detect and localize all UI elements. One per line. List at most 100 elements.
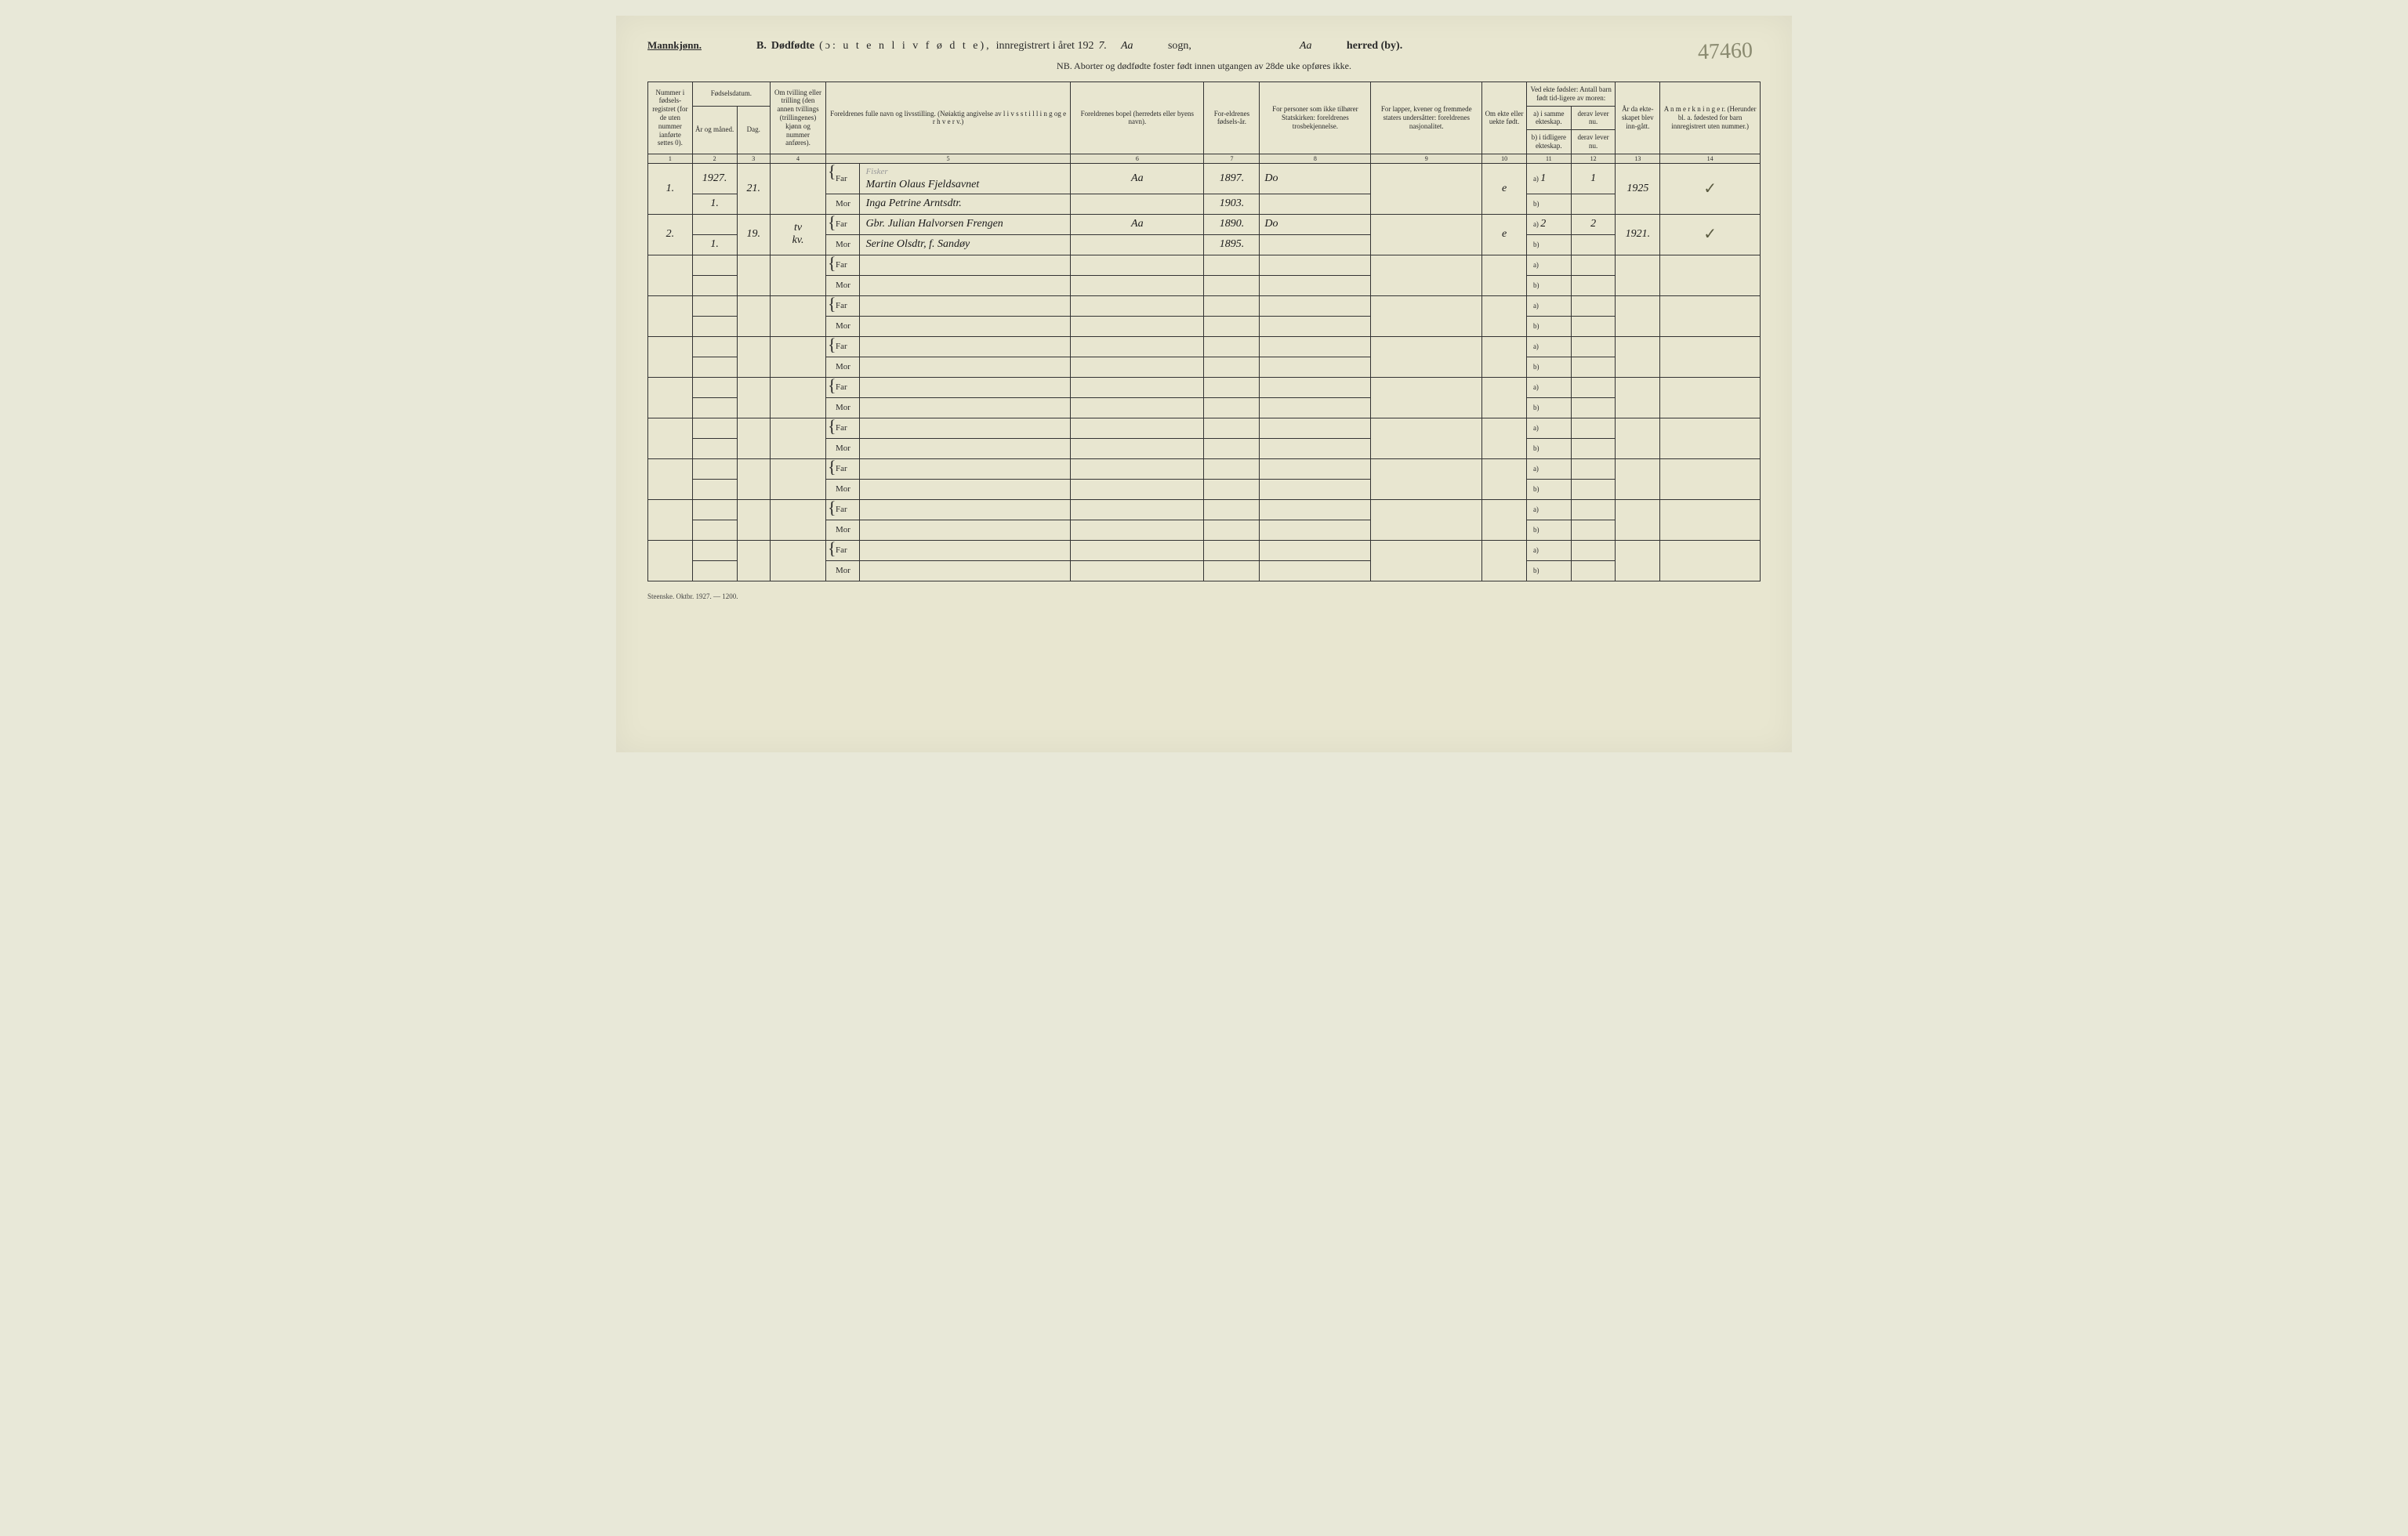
colnum: 1 [648, 154, 693, 164]
cell-bopel-mor [1071, 316, 1204, 336]
title-main: Dødfødte [771, 40, 814, 53]
cell-c10: e [1482, 164, 1527, 215]
cell-year-month-2 [692, 560, 737, 581]
col-header-8: For personer som ikke tilhører Statskirk… [1260, 82, 1371, 154]
col-header-2a: År og måned. [692, 106, 737, 154]
col-header-2-top: Fødselsdatum. [692, 82, 770, 107]
cell-c11a: a) 2 [1526, 214, 1571, 234]
register-table: Nummer i fødsels-registret (for de uten … [647, 82, 1761, 581]
cell-bopel-mor [1071, 194, 1204, 214]
cell-mor-label: Mor [826, 438, 860, 458]
cell-twin [771, 377, 826, 418]
cell-mor-year [1204, 316, 1260, 336]
cell-mor-year: 1895. [1204, 234, 1260, 255]
cell-mor-year [1204, 275, 1260, 295]
cell-mor-label: Mor [826, 397, 860, 418]
cell-remark [1660, 377, 1761, 418]
cell-far-label: {Far [826, 418, 860, 438]
title-line: B. Dødfødte (ɔ: u t e n l i v f ø d t e)… [756, 40, 1402, 53]
cell-far-label: {Far [826, 295, 860, 316]
col-header-11a: a) i samme ekteskap. [1526, 106, 1571, 130]
col-header-2b: Dag. [737, 106, 771, 154]
cell-num [648, 418, 693, 458]
cell-c11a: a) [1526, 255, 1571, 275]
cell-c12b [1571, 357, 1616, 377]
colnum: 14 [1660, 154, 1761, 164]
cell-year-month [692, 295, 737, 316]
cell-c8-far [1260, 377, 1371, 397]
herred-label: herred (by). [1347, 40, 1402, 53]
cell-day [737, 418, 771, 458]
cell-remark [1660, 418, 1761, 458]
colnum: 13 [1616, 154, 1660, 164]
cell-twin [771, 418, 826, 458]
cell-mor-label: Mor [826, 479, 860, 499]
cell-c10 [1482, 418, 1527, 458]
cell-far-name [859, 377, 1071, 397]
cell-far-label: {Far [826, 164, 860, 194]
cell-c9 [1371, 458, 1482, 499]
cell-c10 [1482, 458, 1527, 499]
cell-twin [771, 458, 826, 499]
cell-bopel-far [1071, 255, 1204, 275]
cell-far-name: Gbr. Julian Halvorsen Frengen [859, 214, 1071, 234]
table-row-far: {Far a) [648, 458, 1761, 479]
table-header: Nummer i fødsels-registret (for de uten … [648, 82, 1761, 164]
cell-day: 19. [737, 214, 771, 255]
cell-far-name [859, 295, 1071, 316]
cell-c8-mor [1260, 560, 1371, 581]
cell-mor-year [1204, 357, 1260, 377]
cell-mor-label: Mor [826, 275, 860, 295]
cell-day [737, 458, 771, 499]
cell-mor-name [859, 275, 1071, 295]
cell-mor-year [1204, 438, 1260, 458]
cell-c11a: a) [1526, 458, 1571, 479]
cell-c12b [1571, 234, 1616, 255]
cell-year-month [692, 377, 737, 397]
cell-num [648, 377, 693, 418]
cell-c8-mor [1260, 275, 1371, 295]
cell-bopel-mor [1071, 234, 1204, 255]
cell-year-month-2 [692, 275, 737, 295]
cell-remark [1660, 499, 1761, 540]
cell-c8-far [1260, 540, 1371, 560]
cell-c12b [1571, 479, 1616, 499]
cell-far-year [1204, 418, 1260, 438]
cell-day [737, 499, 771, 540]
cell-bopel-far [1071, 458, 1204, 479]
cell-bopel-far [1071, 540, 1204, 560]
cell-c13 [1616, 255, 1660, 295]
table-row-far: {Fara) [648, 418, 1761, 438]
cell-c12b [1571, 520, 1616, 540]
cell-c11a: a) [1526, 336, 1571, 357]
cell-c11a: a) [1526, 295, 1571, 316]
col-header-11-top: Ved ekte fødsler: Antall barn født tid-l… [1526, 82, 1616, 107]
cell-c11b: b) [1526, 397, 1571, 418]
table-row-far: 2.19.tvkv.{FarGbr. Julian Halvorsen Fren… [648, 214, 1761, 234]
cell-twin: tvkv. [771, 214, 826, 255]
cell-bopel-mor [1071, 438, 1204, 458]
cell-c11b: b) [1526, 316, 1571, 336]
cell-bopel-mor [1071, 275, 1204, 295]
cell-c8-mor [1260, 234, 1371, 255]
cell-c12a [1571, 377, 1616, 397]
cell-bopel-mor [1071, 520, 1204, 540]
cell-c13 [1616, 499, 1660, 540]
cell-bopel-far [1071, 336, 1204, 357]
cell-far-label: {Far [826, 458, 860, 479]
cell-c8-mor [1260, 520, 1371, 540]
cell-c10 [1482, 540, 1527, 581]
cell-far-label: {Far [826, 499, 860, 520]
cell-c13: 1925 [1616, 164, 1660, 215]
cell-c11b: b) [1526, 479, 1571, 499]
cell-c13 [1616, 418, 1660, 458]
cell-c12b [1571, 194, 1616, 214]
cell-num [648, 295, 693, 336]
sogn-value: Aa [1116, 40, 1163, 53]
cell-far-label: {Far [826, 336, 860, 357]
cell-num: 2. [648, 214, 693, 255]
cell-year-month-2 [692, 479, 737, 499]
cell-year-month [692, 336, 737, 357]
cell-c13 [1616, 336, 1660, 377]
cell-c12a [1571, 458, 1616, 479]
